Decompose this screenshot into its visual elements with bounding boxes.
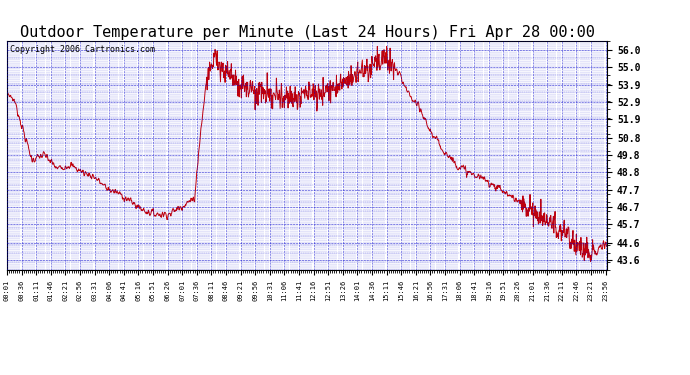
Text: Copyright 2006 Cartronics.com: Copyright 2006 Cartronics.com xyxy=(10,45,155,54)
Title: Outdoor Temperature per Minute (Last 24 Hours) Fri Apr 28 00:00: Outdoor Temperature per Minute (Last 24 … xyxy=(19,25,595,40)
